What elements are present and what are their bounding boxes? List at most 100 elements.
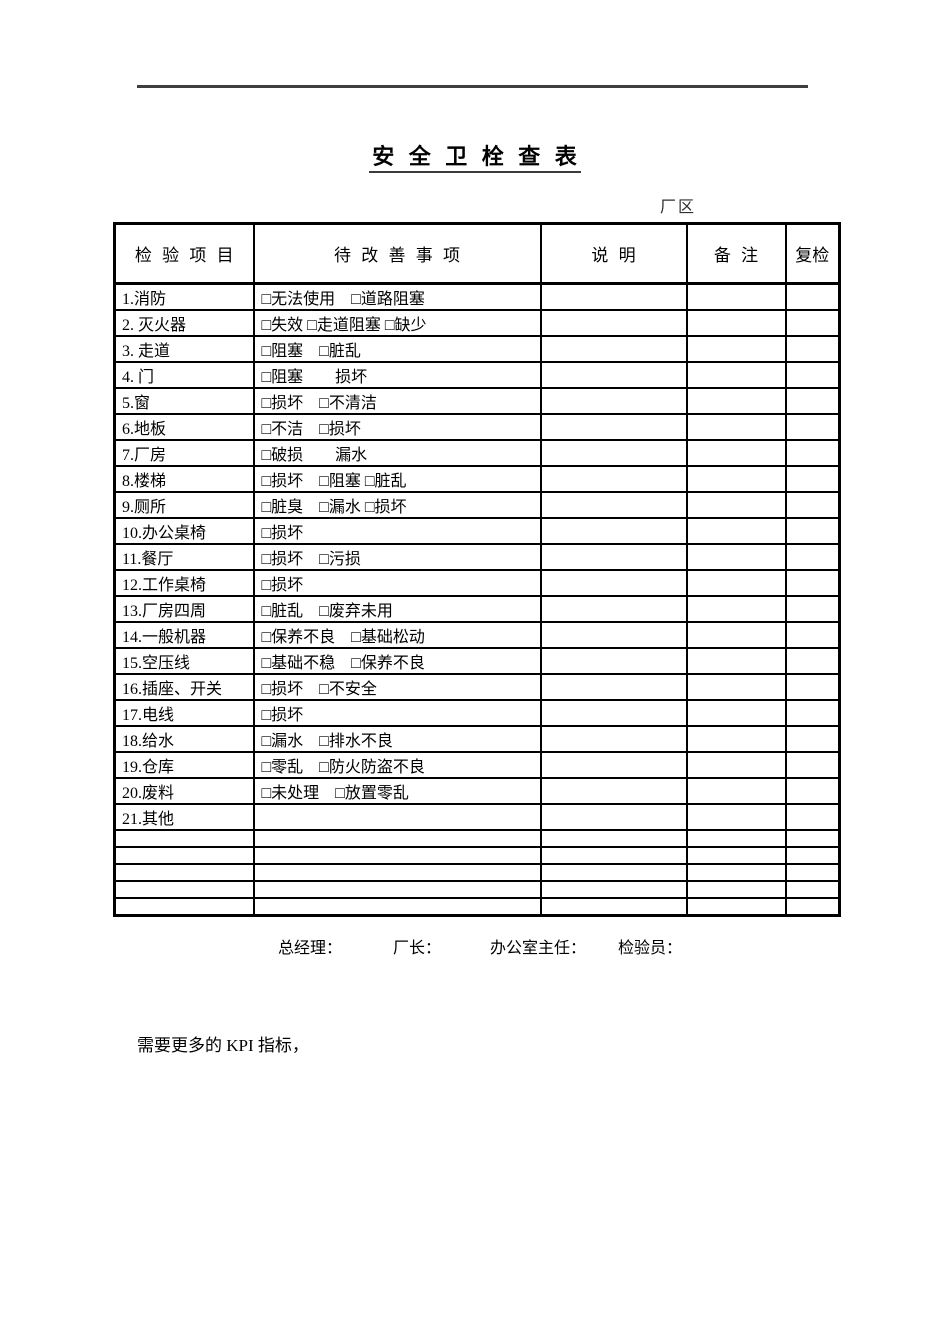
remarks-cell: [685, 491, 787, 519]
table-row: 11.餐厅 □损坏 □污损: [113, 543, 841, 571]
issues-cell: □损坏: [252, 569, 542, 597]
explanation-cell: [539, 751, 688, 779]
recheck-cell: [784, 465, 841, 493]
explanation-cell: [539, 439, 688, 467]
item-cell: [113, 880, 255, 899]
table-row: 9.厕所 □脏臭 □漏水 □损坏: [113, 491, 841, 519]
item-cell: 21.其他: [113, 803, 255, 831]
empty-table-row: [113, 897, 841, 917]
column-header-remarks: 备 注: [685, 222, 787, 285]
item-cell: 18.给水: [113, 725, 255, 753]
issues-cell: [252, 803, 542, 831]
table-row: 5.窗 □损坏 □不清洁: [113, 387, 841, 415]
issues-cell: □未处理 □放置零乱: [252, 777, 542, 805]
inspection-table: 检 验 项 目 待 改 善 事 项 说 明 备 注 复检 1.消防 □无法使用 □…: [113, 222, 841, 917]
recheck-cell: [784, 621, 841, 649]
recheck-cell: [784, 725, 841, 753]
item-cell: 16.插座、开关: [113, 673, 255, 701]
factory-area-label: 厂区: [660, 199, 697, 216]
column-header-recheck: 复检: [784, 222, 841, 285]
item-cell: 7.厂房: [113, 439, 255, 467]
item-cell: 9.厕所: [113, 491, 255, 519]
issues-cell: [252, 846, 542, 865]
explanation-cell: [539, 595, 688, 623]
remarks-cell: [685, 829, 787, 848]
table-row: 4. 门 □阻塞 损坏: [113, 361, 841, 389]
item-cell: 15.空压线: [113, 647, 255, 675]
recheck-cell: [784, 897, 841, 917]
table-row: 6.地板 □不洁 □损坏: [113, 413, 841, 441]
recheck-cell: [784, 543, 841, 571]
recheck-cell: [784, 863, 841, 882]
remarks-cell: [685, 621, 787, 649]
remarks-cell: [685, 465, 787, 493]
explanation-cell: [539, 569, 688, 597]
item-cell: 1.消防: [113, 282, 255, 311]
explanation-cell: [539, 465, 688, 493]
item-cell: [113, 846, 255, 865]
explanation-cell: [539, 361, 688, 389]
explanation-cell: [539, 621, 688, 649]
table-row: 7.厂房 □破损 漏水: [113, 439, 841, 467]
table-row: 8.楼梯 □损坏 □阻塞 □脏乱: [113, 465, 841, 493]
table-row: 14.一般机器 □保养不良 □基础松动: [113, 621, 841, 649]
explanation-cell: [539, 543, 688, 571]
recheck-cell: [784, 880, 841, 899]
column-header-items-to-improve: 待 改 善 事 项: [252, 222, 542, 285]
issues-cell: □基础不稳 □保养不良: [252, 647, 542, 675]
remarks-cell: [685, 569, 787, 597]
remarks-cell: [685, 543, 787, 571]
recheck-cell: [784, 699, 841, 727]
recheck-cell: [784, 439, 841, 467]
table-row: 20.废料 □未处理 □放置零乱: [113, 777, 841, 805]
table-row: 18.给水 □漏水 □排水不良: [113, 725, 841, 753]
recheck-cell: [784, 829, 841, 848]
explanation-cell: [539, 517, 688, 545]
signature-factory-director: 厂长：: [393, 940, 442, 957]
recheck-cell: [784, 413, 841, 441]
document-title: 安 全 卫 栓 查 表: [369, 145, 581, 173]
recheck-cell: [784, 361, 841, 389]
item-cell: 2. 灭火器: [113, 309, 255, 337]
recheck-cell: [784, 673, 841, 701]
recheck-cell: [784, 751, 841, 779]
remarks-cell: [685, 335, 787, 363]
remarks-cell: [685, 647, 787, 675]
table-row: 19.仓库 □零乱 □防火防盗不良: [113, 751, 841, 779]
issues-cell: □失效 □走道阻塞 □缺少: [252, 309, 542, 337]
item-cell: 3. 走道: [113, 335, 255, 363]
issues-cell: □损坏 □污损: [252, 543, 542, 571]
item-cell: 19.仓库: [113, 751, 255, 779]
recheck-cell: [784, 335, 841, 363]
explanation-cell: [539, 309, 688, 337]
explanation-cell: [539, 335, 688, 363]
table-row: 1.消防 □无法使用 □道路阻塞: [113, 282, 841, 311]
issues-cell: [252, 897, 542, 917]
table-row: 17.电线 □损坏: [113, 699, 841, 727]
explanation-cell: [539, 880, 688, 899]
remarks-cell: [685, 413, 787, 441]
item-cell: [113, 829, 255, 848]
issues-cell: [252, 880, 542, 899]
remarks-cell: [685, 846, 787, 865]
recheck-cell: [784, 777, 841, 805]
item-cell: 13.厂房四周: [113, 595, 255, 623]
explanation-cell: [539, 725, 688, 753]
explanation-cell: [539, 282, 688, 311]
table-row: 21.其他: [113, 803, 841, 831]
issues-cell: □保养不良 □基础松动: [252, 621, 542, 649]
issues-cell: □阻塞 损坏: [252, 361, 542, 389]
table-row: 12.工作桌椅 □损坏: [113, 569, 841, 597]
remarks-cell: [685, 517, 787, 545]
explanation-cell: [539, 387, 688, 415]
remarks-cell: [685, 595, 787, 623]
explanation-cell: [539, 863, 688, 882]
item-cell: 4. 门: [113, 361, 255, 389]
remarks-cell: [685, 361, 787, 389]
recheck-cell: [784, 517, 841, 545]
issues-cell: □损坏: [252, 699, 542, 727]
issues-cell: [252, 829, 542, 848]
item-cell: 6.地板: [113, 413, 255, 441]
recheck-cell: [784, 309, 841, 337]
